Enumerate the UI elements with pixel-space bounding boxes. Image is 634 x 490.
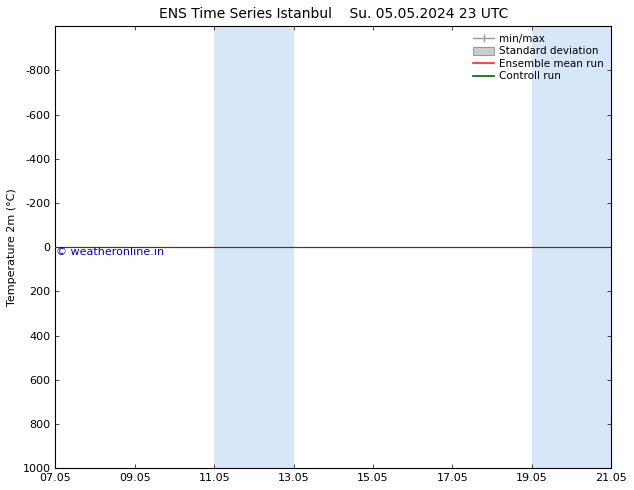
Legend: min/max, Standard deviation, Ensemble mean run, Controll run: min/max, Standard deviation, Ensemble me…: [471, 31, 606, 83]
Bar: [214, 26, 294, 468]
Title: ENS Time Series Istanbul    Su. 05.05.2024 23 UTC: ENS Time Series Istanbul Su. 05.05.2024 …: [158, 7, 508, 21]
Text: © weatheronline.in: © weatheronline.in: [56, 247, 164, 257]
Y-axis label: Temperature 2m (°C): Temperature 2m (°C): [7, 188, 17, 306]
Bar: [532, 26, 611, 468]
